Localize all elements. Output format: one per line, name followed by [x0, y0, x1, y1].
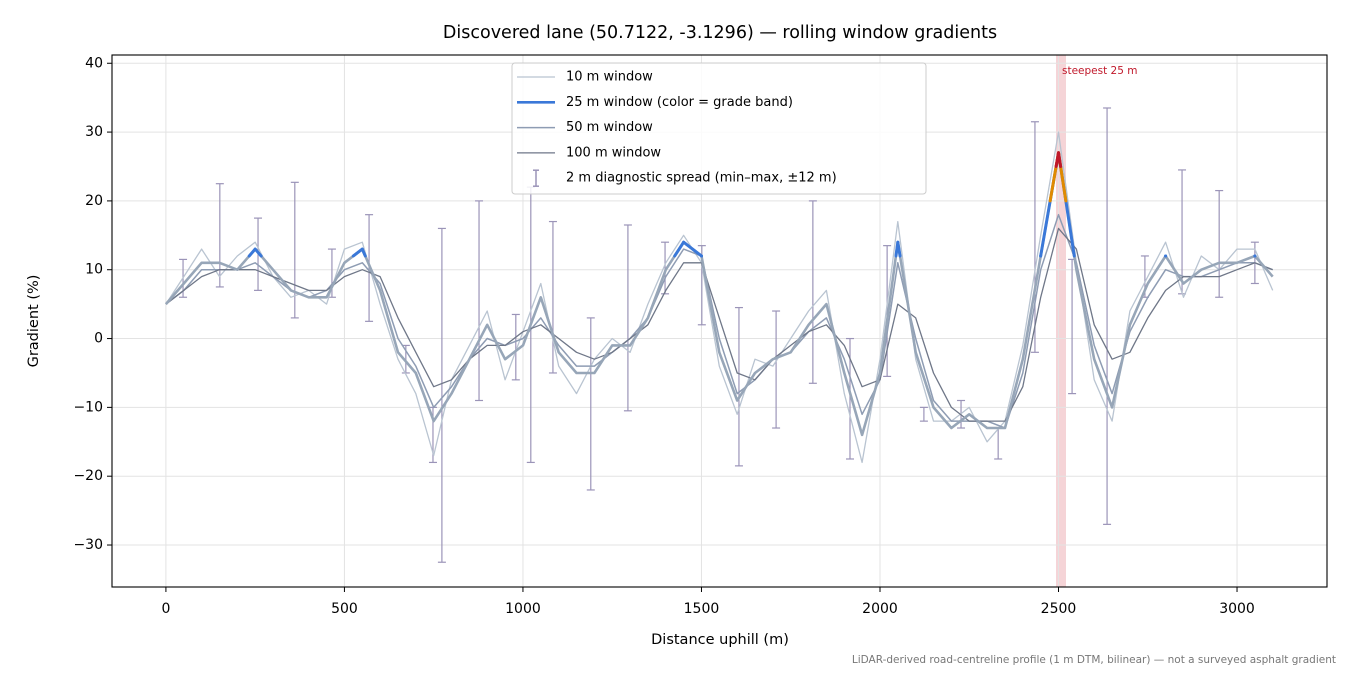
- series-line: [164, 151, 1274, 437]
- spread-bar: [475, 200, 484, 402]
- steepest-label: steepest 25 m: [1062, 65, 1137, 77]
- spread-bar: [919, 406, 928, 422]
- y-tick-label: −20: [73, 468, 103, 484]
- grade-band-segment: [682, 240, 703, 258]
- spread-bar: [437, 227, 446, 563]
- y-tick-label: 40: [85, 55, 103, 71]
- spread-bar: [808, 200, 817, 384]
- grade-band-segment: [360, 247, 367, 258]
- spread-bar: [511, 313, 520, 381]
- spread-bar: [623, 224, 632, 412]
- spread-bar: [1068, 258, 1077, 395]
- grade-band-segment: [351, 247, 364, 258]
- grade-band-segment: [253, 247, 263, 258]
- spread-bar: [548, 220, 557, 374]
- spread-bar: [772, 310, 781, 429]
- chart-title: Discovered lane (50.7122, -3.1296) — rol…: [443, 23, 997, 43]
- legend-box: [511, 62, 927, 195]
- grade-band-segment: [673, 240, 686, 258]
- x-tick-label: 2000: [862, 601, 898, 617]
- spread-bar: [734, 306, 743, 467]
- x-tick-label: 500: [331, 601, 358, 617]
- steepest-band: [1056, 55, 1067, 587]
- x-tick-label: 3000: [1219, 601, 1255, 617]
- y-tick-label: 30: [85, 124, 103, 140]
- plot-frame: [111, 54, 1328, 588]
- x-tick-label: 1000: [505, 601, 541, 617]
- legend-label: 25 m window (color = grade band): [566, 95, 793, 110]
- series-line: [165, 213, 1273, 429]
- x-tick-label: 2500: [1041, 601, 1077, 617]
- x-axis-label: Distance uphill (m): [651, 632, 789, 648]
- series-line: [165, 227, 1273, 422]
- grade-band-segment: [896, 240, 902, 258]
- grade-band-segment: [1057, 151, 1063, 168]
- spread-bar: [1215, 189, 1224, 298]
- y-tick-label: 0: [94, 331, 103, 347]
- legend: 10 m window 25 m window (color = grade ba…: [511, 62, 927, 195]
- legend-label: 2 m diagnostic spread (min–max, ±12 m): [566, 171, 837, 186]
- grade-band-segment: [247, 247, 257, 258]
- y-tick-label: −10: [73, 399, 103, 415]
- y-tick-label: −30: [73, 537, 103, 553]
- legend-label: 100 m window: [566, 145, 661, 160]
- spread-bar: [1103, 107, 1112, 525]
- y-axis-label: Gradient (%): [26, 275, 42, 368]
- spread-bar: [1030, 121, 1039, 353]
- spread-bar: [586, 317, 595, 491]
- series-line: [165, 131, 1274, 464]
- spread-bar: [661, 241, 670, 295]
- legend-label: 10 m window: [566, 70, 653, 85]
- x-tick-label: 1500: [684, 601, 720, 617]
- footnote: LiDAR-derived road-centreline profile (1…: [852, 654, 1336, 666]
- x-tick-label: 0: [161, 601, 170, 617]
- spread-bar: [215, 183, 224, 288]
- legend-label: 50 m window: [566, 120, 653, 135]
- y-tick-label: 10: [85, 262, 103, 278]
- y-tick-label: 20: [85, 193, 103, 209]
